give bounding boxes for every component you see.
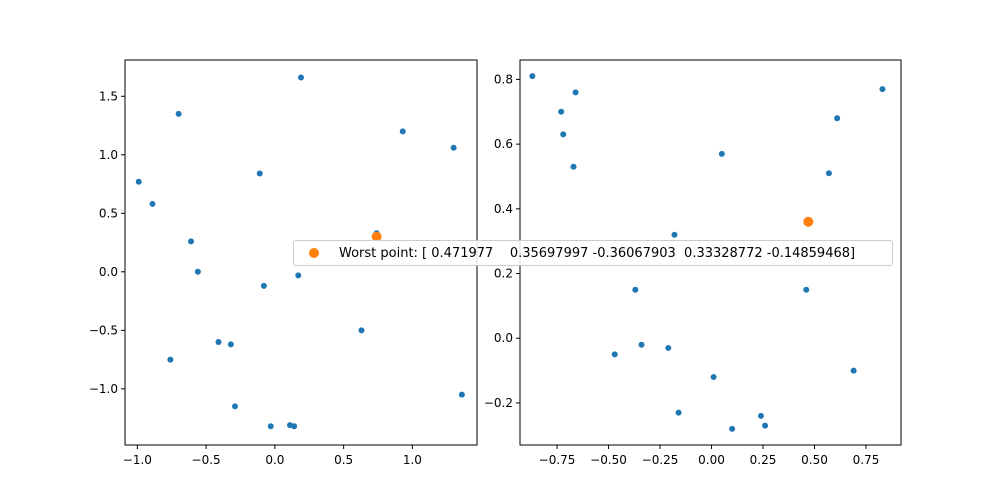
right-scatter-panel: −0.75 −0.50 −0.25 0.00 0.25 0.50 0.75 −0.2 0.0 0.…: [484, 59, 902, 467]
x-tick-label-1-2: −0.25: [642, 453, 679, 467]
data-point-0-1: [149, 200, 156, 207]
data-point-1-16: [803, 286, 810, 293]
data-point-0-5: [167, 356, 174, 363]
y-tick-label-0-0: −1.0: [89, 382, 118, 396]
data-point-0-19: [450, 144, 457, 151]
data-point-1-4: [570, 163, 577, 170]
data-point-0-13: [291, 423, 298, 430]
y-tick-label-1-0: −0.2: [484, 396, 513, 410]
data-point-1-19: [850, 367, 857, 374]
y-tick-label-0-1: −0.5: [89, 323, 118, 337]
x-tick-label-0-2: 0.0: [265, 453, 284, 467]
y-tick-label-0-5: 1.5: [99, 89, 118, 103]
legend-label: Worst point: [ 0.471977 0.35697997 -0.36…: [339, 245, 856, 261]
data-point-0-7: [227, 341, 234, 348]
x-tick-label-1-0: −0.75: [539, 453, 576, 467]
x-tick-label-1-3: 0.00: [698, 453, 725, 467]
data-point-1-9: [671, 231, 678, 238]
data-point-1-15: [762, 422, 769, 429]
legend-marker-worst-point: [309, 248, 319, 258]
worst-point-1: [803, 216, 814, 227]
data-point-0-4: [194, 268, 201, 275]
x-tick-label-1-5: 0.50: [801, 453, 828, 467]
data-point-1-17: [825, 170, 832, 177]
y-tick-label-1-5: 0.8: [494, 72, 513, 86]
data-point-1-5: [611, 351, 618, 358]
data-point-0-10: [260, 282, 267, 289]
data-point-1-13: [729, 425, 736, 432]
data-point-1-8: [665, 344, 672, 351]
data-point-1-10: [675, 409, 682, 416]
x-tick-label-1-6: 0.75: [853, 453, 880, 467]
y-tick-label-0-3: 0.5: [99, 206, 118, 220]
data-point-1-14: [757, 412, 764, 419]
data-point-1-7: [638, 341, 645, 348]
data-point-0-8: [232, 403, 238, 410]
data-point-0-16: [358, 327, 365, 334]
data-point-0-18: [399, 128, 406, 135]
y-tick-label-0-2: 0.0: [99, 265, 118, 279]
y-tick-label-1-1: 0.0: [494, 331, 513, 345]
x-tick-label-1-4: 0.25: [750, 453, 777, 467]
data-point-0-0: [135, 178, 142, 185]
data-point-1-1: [558, 108, 565, 115]
data-point-0-15: [298, 74, 304, 81]
data-point-1-6: [632, 286, 639, 293]
x-tick-label-0-4: 1.0: [403, 453, 422, 467]
data-point-1-18: [834, 115, 841, 122]
x-tick-label-0-3: 0.5: [334, 453, 353, 467]
x-tick-label-0-0: −1.0: [123, 453, 152, 467]
data-point-0-11: [267, 423, 274, 430]
y-tick-label-1-4: 0.6: [494, 137, 513, 151]
data-point-0-6: [215, 339, 222, 346]
data-point-0-2: [175, 110, 182, 117]
data-point-1-12: [718, 150, 725, 157]
data-point-0-3: [188, 238, 194, 245]
y-tick-label-0-4: 1.0: [99, 148, 118, 162]
worst-point-0: [371, 231, 382, 242]
y-tick-label-1-2: 0.2: [494, 267, 513, 281]
data-point-0-20: [458, 391, 465, 398]
data-point-1-2: [560, 131, 567, 138]
data-point-1-3: [572, 89, 579, 96]
data-point-0-9: [256, 170, 263, 177]
data-point-0-14: [295, 272, 302, 279]
legend: Worst point: [ 0.471977 0.35697997 -0.36…: [293, 240, 893, 266]
data-point-1-11: [710, 374, 717, 381]
x-tick-label-1-1: −0.50: [590, 453, 627, 467]
data-point-1-0: [529, 73, 536, 80]
data-point-1-20: [879, 86, 886, 93]
x-tick-label-0-1: −0.5: [192, 453, 221, 467]
y-tick-label-1-3: 0.4: [494, 202, 513, 216]
